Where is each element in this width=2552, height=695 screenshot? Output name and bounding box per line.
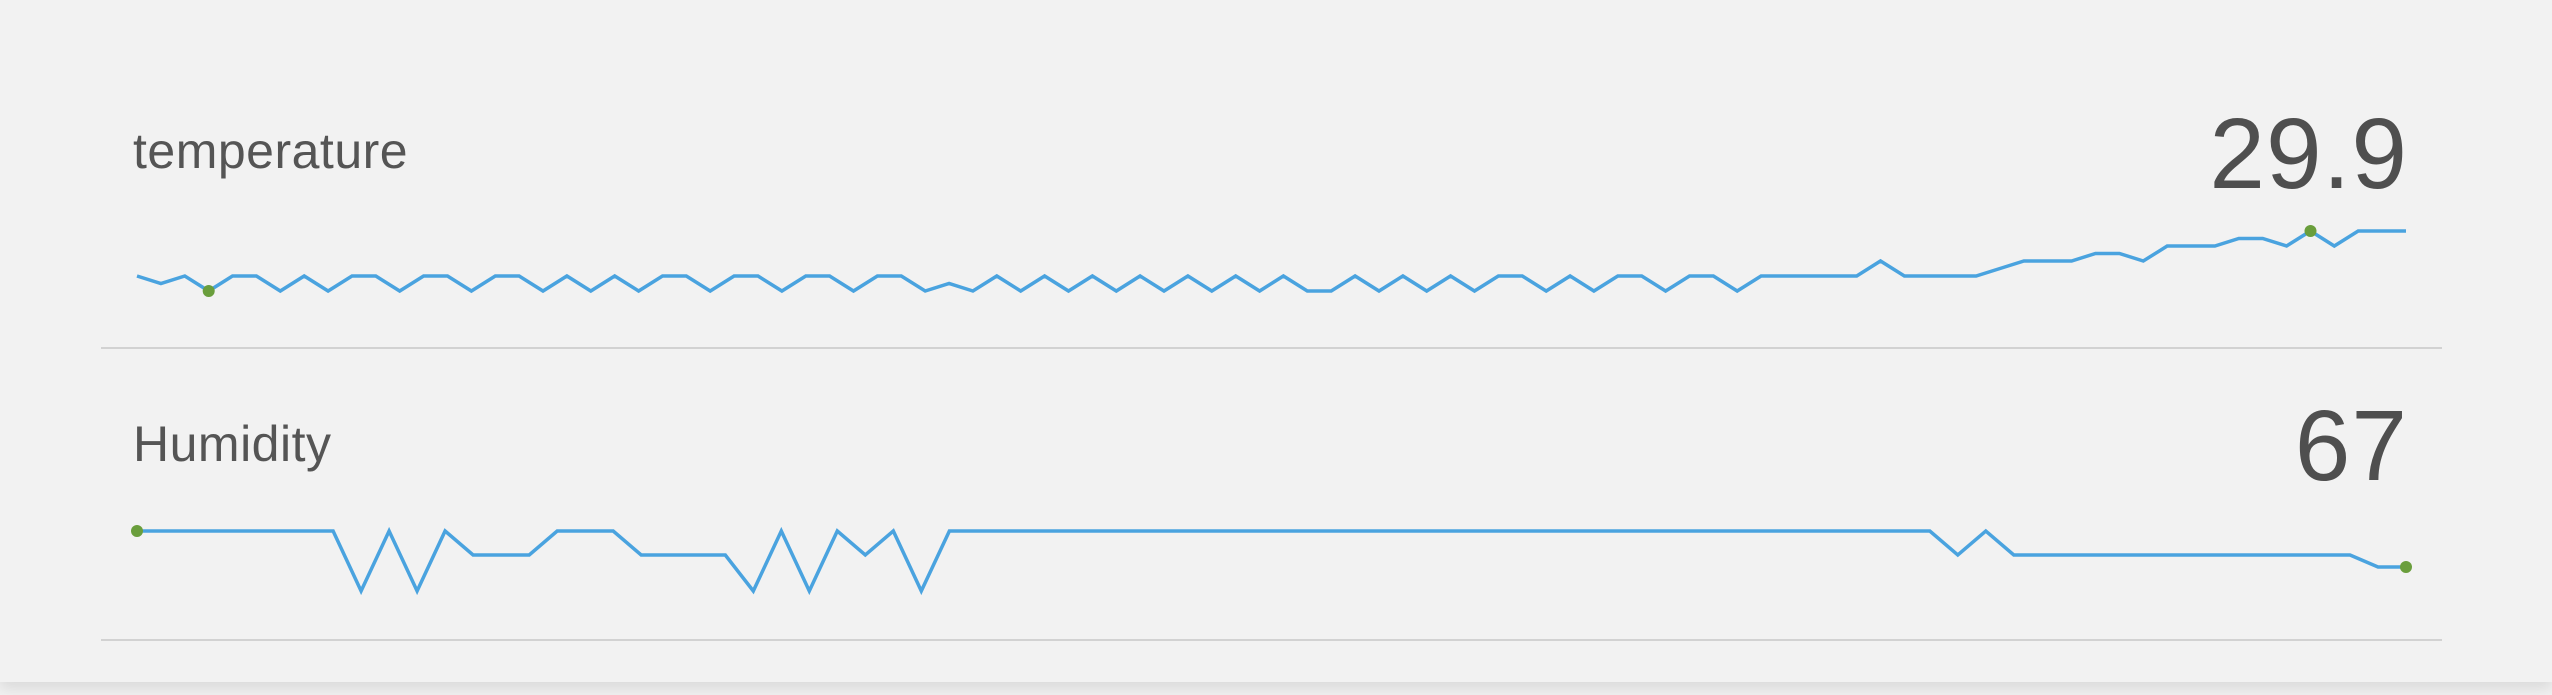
divider [101,639,2442,641]
sensor-name-label: Humidity [133,416,332,472]
extreme-point-marker [202,285,215,297]
divider [101,347,2442,349]
temperature-sparkline [136,225,2406,297]
series-line [136,228,2406,294]
sensor-row-humidity[interactable]: Humidity 67 [101,349,2442,641]
humidity-sparkline [131,525,2412,596]
extreme-point-marker [2400,561,2412,573]
sensor-row-temperature[interactable]: temperature 29.9 [101,0,2442,349]
sensor-value-readout: 67 [2294,390,2408,502]
series-line [137,526,2406,596]
extreme-point-marker [2304,225,2317,237]
extreme-point-marker [131,525,143,537]
sensor-value-readout: 29.9 [2209,98,2408,210]
sensor-name-label: temperature [133,123,409,179]
